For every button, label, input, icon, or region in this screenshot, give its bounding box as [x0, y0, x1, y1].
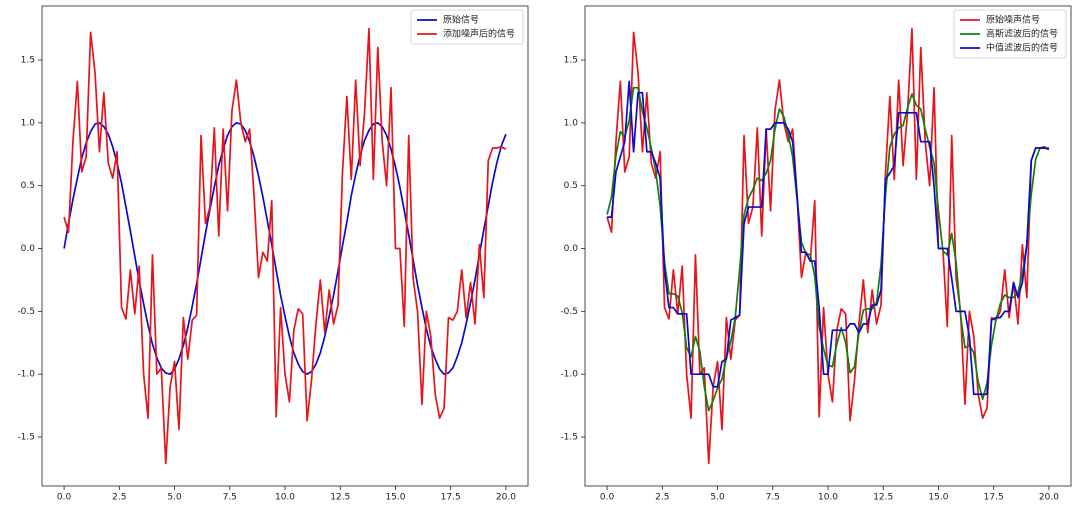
x-tick-label: 2.5	[112, 493, 126, 503]
x-tick-label: 20.0	[1039, 493, 1059, 503]
x-tick-label: 2.5	[655, 493, 669, 503]
axes-frame	[584, 5, 1072, 487]
x-tick-label: 15.0	[385, 493, 405, 503]
series-line	[606, 86, 1049, 412]
x-tick-label: 15.0	[928, 493, 948, 503]
x-tick-label: 17.5	[984, 493, 1004, 503]
x-tick-label: 7.5	[223, 493, 237, 503]
y-tick-label: 1.5	[21, 56, 35, 66]
axes-frame	[41, 5, 529, 487]
x-tick-label: 10.0	[275, 493, 295, 503]
y-tick-label: 0.5	[564, 181, 578, 191]
x-tick-label: 12.5	[330, 493, 350, 503]
legend-box	[953, 9, 1067, 59]
series-line	[63, 122, 507, 376]
y-tick-label: 1.0	[564, 118, 579, 128]
x-tick-label: 5.0	[167, 493, 182, 503]
y-tick-label: -0.5	[17, 307, 35, 317]
x-tick-label: 10.0	[818, 493, 838, 503]
legend-box	[410, 9, 524, 45]
y-tick-label: -1.0	[560, 370, 578, 380]
legend-label: 原始噪声信号	[986, 14, 1040, 26]
y-tick-label: 0.0	[21, 244, 36, 254]
y-tick-label: -1.5	[560, 432, 578, 442]
x-tick-label: 7.5	[766, 493, 780, 503]
y-tick-label: 0.0	[564, 244, 579, 254]
x-tick-label: 0.0	[57, 493, 72, 503]
series-line	[63, 27, 507, 465]
x-tick-label: 5.0	[710, 493, 725, 503]
legend-label: 高斯滤波后的信号	[986, 28, 1058, 40]
y-tick-label: 1.5	[564, 56, 578, 66]
series-line	[607, 80, 1050, 396]
x-tick-label: 17.5	[441, 493, 461, 503]
y-tick-label: 0.5	[21, 181, 35, 191]
y-tick-label: 1.0	[21, 118, 36, 128]
y-tick-label: -1.5	[17, 432, 35, 442]
y-tick-label: -1.0	[17, 370, 35, 380]
x-tick-label: 0.0	[600, 493, 615, 503]
legend-label: 原始信号	[443, 14, 479, 26]
legend-label: 中值滤波后的信号	[986, 42, 1058, 54]
legend-label: 添加噪声后的信号	[443, 28, 515, 40]
y-tick-label: -0.5	[560, 307, 578, 317]
x-tick-label: 12.5	[873, 493, 893, 503]
x-tick-label: 20.0	[496, 493, 516, 503]
